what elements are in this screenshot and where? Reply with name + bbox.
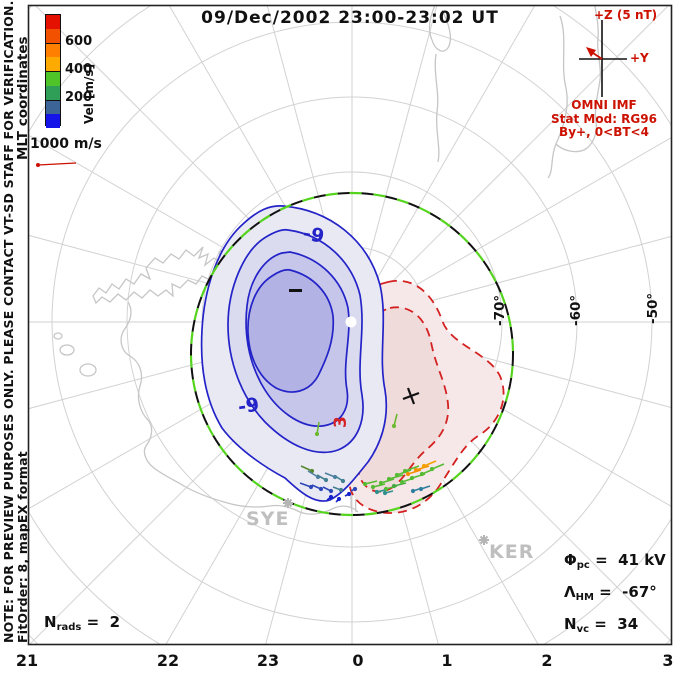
imf-model-label: Stat Mod: RG96 [551, 112, 657, 126]
mlt-label-3: 3 [662, 651, 674, 670]
stat-subscript: HM [575, 592, 594, 603]
reference-vector-label: 1000 m/s [30, 136, 102, 152]
stat-value: = 34 [589, 615, 639, 633]
station-label-sye: SYE [246, 508, 290, 530]
mlt-label-21: 21 [15, 651, 39, 670]
mlt-label-2: 2 [541, 651, 553, 670]
hm-boundary-latitude: ΛHM = -67° [564, 583, 657, 603]
imf-dial [579, 20, 627, 97]
vector-count: Nvc = 34 [564, 615, 638, 635]
colorbar-segment [46, 57, 60, 71]
stat-value: = -67° [593, 583, 657, 601]
colorbar-segment [46, 15, 60, 29]
colorbar-tick-400: 400 [65, 62, 93, 77]
plot-frame [27, 4, 673, 646]
potential-minimum-marker [289, 289, 302, 292]
cross-polar-cap-potential: Φpc = 41 kV [564, 551, 666, 571]
lat-label-70: -70° [492, 294, 508, 326]
colorbar-segment [46, 42, 60, 58]
stat-symbol: N [564, 615, 577, 633]
pole-marker [345, 316, 357, 328]
contour-label-neg9-lower: -9 [236, 393, 261, 419]
colorbar-label: Vel [m/s] [82, 63, 96, 124]
contour-label-pos3: 3 [331, 416, 351, 428]
reference-vector [36, 162, 77, 167]
page-title: 09/Dec/2002 23:00-23:02 UT [201, 8, 499, 28]
mlt-label-0: 0 [352, 651, 364, 670]
lat-label-60: -60° [568, 294, 584, 326]
coordinate-system-label: MLT coordinates [15, 36, 31, 160]
potential-maximum-marker [402, 387, 420, 405]
fit-order-note: FitOrder: 8, mapEX format [15, 451, 30, 643]
contour-label-neg9-upper: -9 [301, 222, 326, 248]
colorbar-tick-200: 200 [65, 90, 93, 105]
stat-symbol: Φ [564, 551, 577, 569]
stat-value: = 41 kV [589, 551, 666, 569]
mlt-label-1: 1 [441, 651, 453, 670]
negative-potential-cell [200, 205, 388, 502]
imf-source-label: OMNI IMF [571, 98, 637, 112]
imf-condition-label: By+, 0<BT<4 [559, 125, 649, 139]
velocity-colorbar [45, 14, 61, 128]
imf-z-axis-label: +Z (5 nT) [594, 8, 658, 22]
lat-label-50: -50° [645, 292, 661, 324]
station-marker-ker [479, 535, 489, 545]
station-label-ker: KER [489, 541, 535, 563]
mlt-label-23: 23 [256, 651, 280, 670]
stat-symbol: N [44, 613, 57, 631]
colorbar-segment [46, 71, 60, 86]
colorbar-segment [46, 114, 60, 128]
colorbar-segment [46, 85, 60, 100]
heppner-maynard-boundary [189, 191, 515, 517]
stat-symbol: Λ [564, 583, 576, 601]
colorbar-segment [46, 28, 60, 43]
mlt-label-22: 22 [156, 651, 180, 670]
station-marker-sye [283, 498, 293, 508]
stat-value: = 2 [81, 613, 121, 631]
stat-subscript: pc [576, 560, 590, 571]
radar-count: Nrads = 2 [44, 613, 120, 633]
colorbar-tick-600: 600 [65, 34, 93, 49]
preview-note: NOTE: FOR PREVIEW PURPOSES ONLY. PLEASE … [1, 0, 16, 643]
imf-y-axis-label: +Y [630, 51, 649, 65]
stat-subscript: rads [56, 622, 82, 633]
stat-subscript: vc [576, 624, 590, 635]
colorbar-segment [46, 99, 60, 115]
velocity-vectors [299, 413, 445, 503]
